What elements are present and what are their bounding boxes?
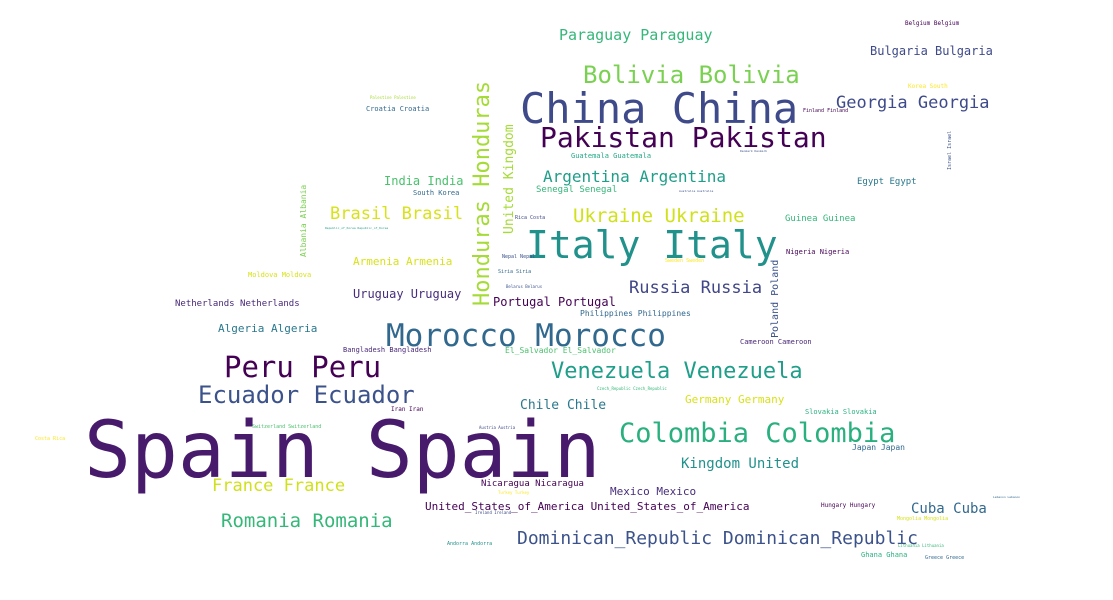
word-morocco: Morocco Morocco: [386, 318, 666, 354]
word-nicaragua: Nicaragua Nicaragua: [481, 479, 584, 489]
word-south-korea: South Korea: [413, 189, 460, 197]
word-egypt: Egypt Egypt: [857, 177, 917, 187]
word-russia: Russia Russia: [629, 278, 763, 298]
word-albania: Albania Albania: [299, 184, 308, 257]
word-ukraine: Ukraine Ukraine: [573, 205, 745, 227]
word-siria: Siria Siria: [498, 269, 532, 275]
word-japan: Japan Japan: [852, 443, 905, 452]
word-philippines: Philippines Philippines: [580, 309, 691, 318]
word-algeria: Algeria Algeria: [218, 322, 318, 335]
word-greece: Greece Greece: [925, 555, 965, 561]
word-finland: Finland Finland: [803, 108, 849, 114]
word-armenia: Armenia Armenia: [353, 255, 453, 268]
word-colombia: Colombia Colombia: [619, 418, 896, 449]
word-croatia: Croatia Croatia: [366, 105, 430, 113]
word-el-salvador: El_Salvador El_Salvador: [505, 346, 616, 355]
word-portugal: Portugal Portugal: [493, 295, 616, 309]
word-poland: Poland Poland: [770, 259, 781, 338]
word-netherlands: Netherlands Netherlands: [175, 299, 300, 309]
word-hungary: Hungary Hungary: [821, 502, 876, 509]
word-romania: Romania Romania: [221, 510, 393, 532]
word-paraguay: Paraguay Paraguay: [559, 26, 713, 44]
word-palestine: Palestine Palestine: [370, 95, 416, 100]
word-usa: United_States_of_America United_States_o…: [425, 500, 750, 513]
word-ireland: Ireland Ireland: [475, 510, 512, 515]
word-spain: Spain Spain: [84, 406, 601, 496]
word-mexico: Mexico Mexico: [610, 485, 697, 498]
word-chile: Chile Chile: [520, 398, 607, 413]
word-israel: Israel Israel: [947, 130, 953, 170]
word-dominican-republic: Dominican_Republic Dominican_Republic: [517, 528, 918, 549]
word-republic-of-korea: Republic_of_Korea Republic_of_Korea: [325, 226, 389, 230]
word-belgium: Belgium Belgium: [905, 20, 960, 27]
word-nepal: Nepal Nepal: [502, 254, 536, 260]
word-mongolia: Mongolia Mongolia: [897, 516, 949, 522]
word-ghana: Ghana Ghana: [861, 551, 908, 559]
word-india: India India: [384, 174, 464, 188]
word-moldova: Moldova Moldova: [248, 271, 312, 279]
word-france: France France: [212, 476, 346, 496]
word-venezuela: Venezuela Venezuela: [551, 359, 803, 384]
word-china: China China: [520, 84, 799, 133]
word-iran: Iran Iran: [391, 406, 424, 413]
word-nigeria: Nigeria Nigeria: [786, 248, 850, 256]
word-australia: Australia Australia: [679, 189, 714, 193]
word-lithuania: Lithuania Lithuania: [898, 543, 944, 548]
word-turkey: Turkey Turkey: [498, 490, 530, 495]
word-denmark: Denmark Denmark: [740, 149, 768, 153]
word-bulgaria: Bulgaria Bulgaria: [870, 44, 993, 58]
word-uruguay: Uruguay Uruguay: [353, 287, 462, 301]
word-guinea: Guinea Guinea: [785, 214, 856, 224]
word-cameroon: Cameroon Cameroon: [740, 338, 812, 346]
word-cuba: Cuba Cuba: [911, 501, 987, 517]
word-georgia: Georgia Georgia: [836, 93, 990, 113]
word-bolivia: Bolivia Bolivia: [583, 61, 800, 89]
word-andorra: Andorra Andorra: [447, 541, 493, 547]
word-peru: Peru Peru: [224, 350, 382, 384]
word-costa-rica: Costa Rica: [35, 436, 66, 442]
word-kingdom-united: Kingdom United: [681, 456, 800, 472]
word-rica-costa: Rica Costa: [515, 215, 546, 221]
word-brasil: Brasil Brasil: [330, 204, 464, 224]
word-austria: Austria Austria: [479, 425, 516, 430]
word-sweden: Sweden Sweden: [665, 258, 705, 264]
word-pakistan: Pakistan Pakistan: [540, 121, 827, 154]
word-bangladesh: Bangladesh Bangladesh: [343, 346, 432, 354]
word-guatemala: Guatemala Guatemala: [571, 152, 652, 160]
word-ecuador: Ecuador Ecuador: [198, 381, 415, 409]
word-korea-south: Korea South: [908, 83, 948, 90]
word-italy: Italy Italy: [526, 223, 778, 267]
word-germany: Germany Germany: [685, 393, 785, 406]
word-senegal: Senegal Senegal: [536, 185, 618, 195]
word-honduras: Honduras Honduras: [470, 80, 495, 306]
word-switzerland: Switzerland Switzerland: [252, 424, 322, 430]
word-argentina: Argentina Argentina: [543, 167, 727, 186]
word-lebanon: Lebanon Lebanon: [993, 495, 1021, 499]
word-belarus: Belarus Belarus: [506, 284, 543, 289]
word-slovakia: Slovakia Slovakia: [805, 408, 877, 416]
word-czech-republic: Czech_Republic Czech_Republic: [597, 386, 667, 391]
